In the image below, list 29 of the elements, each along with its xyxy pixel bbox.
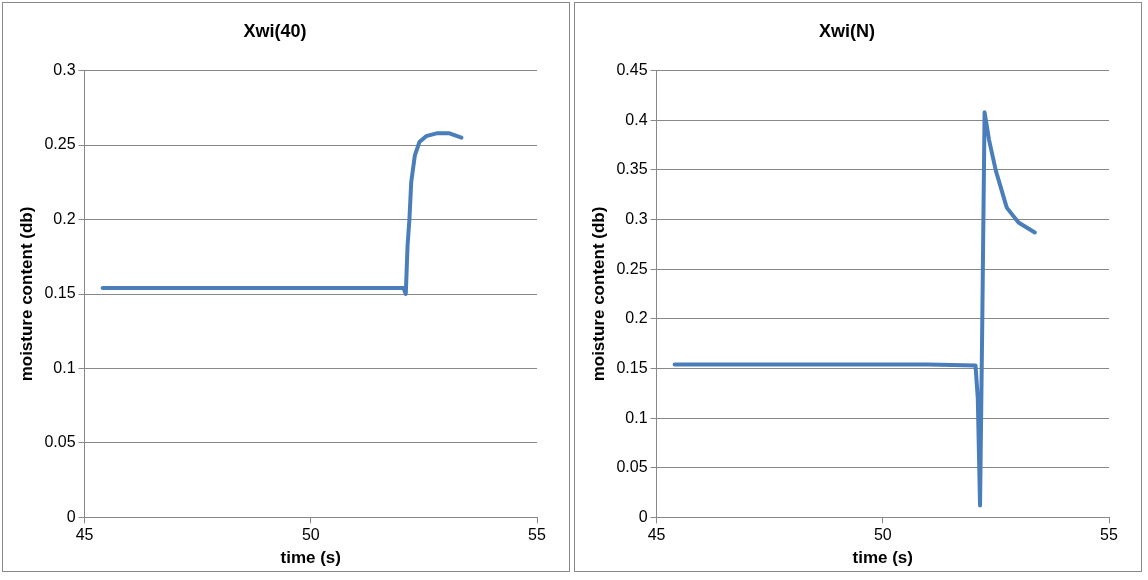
- y-tick-label: 0.25: [616, 259, 648, 277]
- x-axis-title: time (s): [852, 548, 913, 568]
- y-tick-label: 0: [638, 507, 648, 525]
- x-axis-title: time (s): [280, 548, 341, 568]
- y-tick-label: 0.4: [625, 110, 648, 128]
- y-tick-label: 0.35: [616, 160, 648, 178]
- x-tick-label: 45: [75, 526, 94, 544]
- x-tick-label: 45: [647, 526, 666, 544]
- y-tick-label: 0.05: [616, 458, 648, 476]
- x-tick-label: 50: [301, 526, 320, 544]
- y-tick-label: 0.2: [53, 209, 76, 227]
- y-tick-label: 0.2: [625, 309, 648, 327]
- y-tick-label: 0.1: [53, 358, 76, 376]
- chart-title: Xwi(40): [243, 20, 307, 41]
- y-tick-label: 0.15: [616, 358, 648, 376]
- y-tick-label: 0: [66, 507, 76, 525]
- y-tick-label: 0.3: [53, 61, 76, 79]
- y-tick-label: 0.05: [44, 433, 76, 451]
- y-tick-label: 0.1: [625, 408, 648, 426]
- y-tick-label: 0.45: [616, 61, 648, 79]
- x-tick-label: 55: [528, 526, 546, 544]
- y-axis-title: moisture content (db): [588, 206, 608, 382]
- y-tick-label: 0.25: [44, 135, 76, 153]
- x-tick-label: 50: [873, 526, 892, 544]
- chart-title: Xwi(N): [819, 20, 875, 41]
- y-tick-label: 0.3: [625, 209, 648, 227]
- y-tick-label: 0.15: [44, 284, 76, 302]
- x-tick-label: 55: [1100, 526, 1118, 544]
- y-axis-title: moisture content (db): [16, 206, 36, 382]
